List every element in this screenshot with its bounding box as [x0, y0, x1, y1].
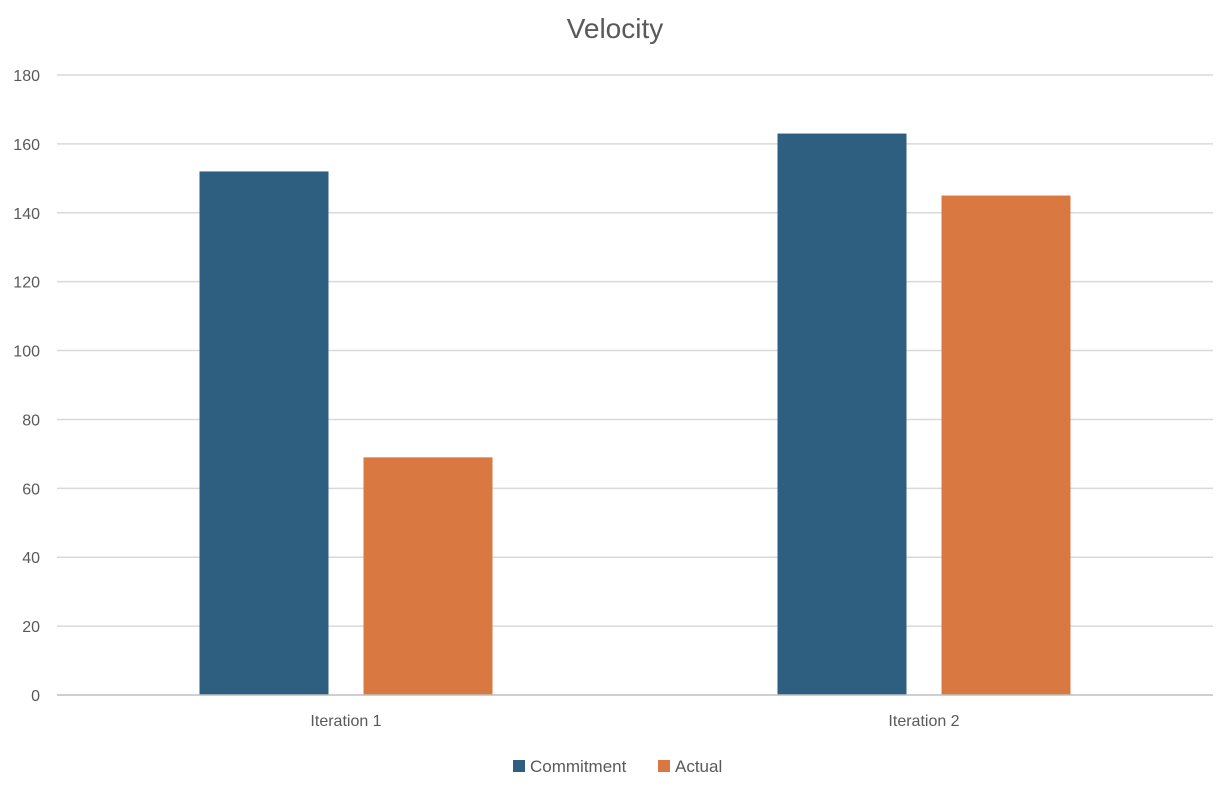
y-tick-label: 180 [13, 68, 40, 85]
bar-actual-1[interactable] [363, 457, 493, 695]
bars [199, 133, 1071, 696]
legend-label-actual[interactable]: Actual [675, 757, 722, 776]
legend-label-commitment[interactable]: Commitment [530, 757, 627, 776]
legend-swatch-actual [658, 760, 670, 772]
y-tick-label: 80 [22, 412, 40, 429]
y-tick-label: 60 [22, 481, 40, 498]
x-axis-ticks: Iteration 1 Iteration 2 [310, 713, 959, 730]
y-tick-label: 40 [22, 550, 40, 567]
chart-title: Velocity [567, 13, 664, 44]
y-tick-label: 20 [22, 619, 40, 636]
y-tick-label: 160 [13, 137, 40, 154]
legend[interactable]: Commitment Actual [513, 757, 722, 776]
bar-actual-2[interactable] [941, 195, 1071, 696]
y-tick-label: 120 [13, 275, 40, 292]
y-tick-label: 0 [31, 688, 40, 705]
y-tick-label: 140 [13, 206, 40, 223]
bar-commitment-1[interactable] [199, 171, 329, 695]
x-tick-label: Iteration 2 [888, 713, 959, 730]
y-tick-label: 100 [13, 344, 40, 361]
legend-swatch-commitment [513, 760, 525, 772]
x-tick-label: Iteration 1 [310, 713, 381, 730]
bar-commitment-2[interactable] [777, 133, 907, 696]
y-axis-ticks: 0 20 40 60 80 100 120 140 160 180 [13, 68, 40, 705]
